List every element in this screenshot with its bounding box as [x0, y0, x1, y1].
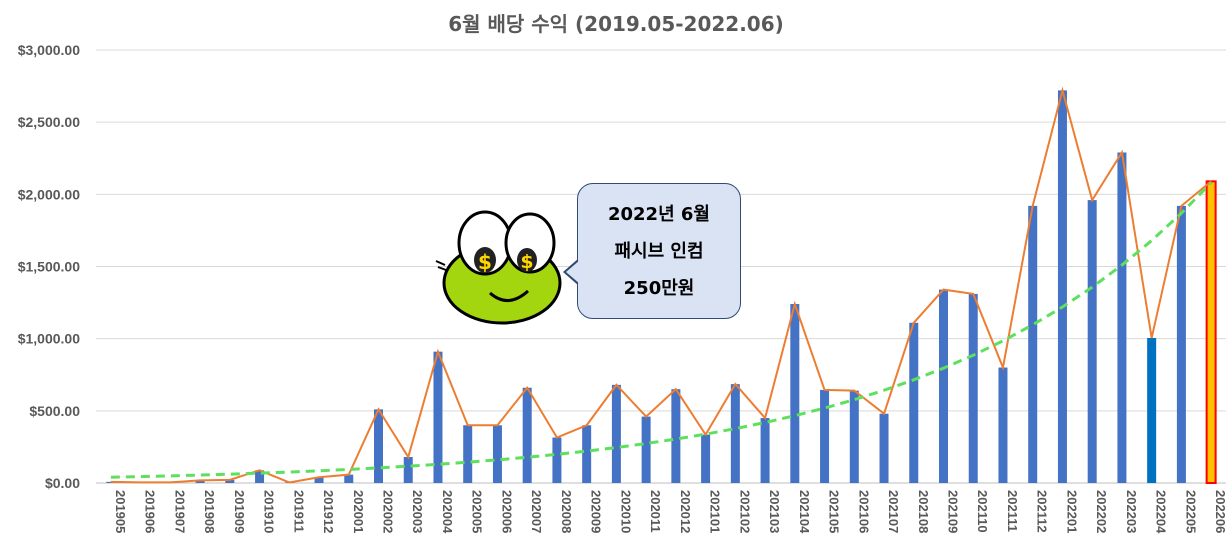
x-tick-label: 201910: [262, 490, 277, 533]
x-tick-label: 201911: [291, 490, 306, 533]
y-tick-label: $1,500.00: [18, 259, 80, 275]
callout-line-label: 패시브 인컴: [614, 240, 704, 262]
x-tick-label: 202206: [1213, 490, 1228, 533]
bar: [611, 384, 621, 483]
svg-text:$: $: [520, 251, 533, 273]
x-tick-label: 202103: [767, 490, 782, 533]
x-tick-label: 202001: [351, 490, 366, 533]
callout-line-amount: 250만원: [623, 277, 695, 299]
bar: [1147, 337, 1157, 483]
bar: [403, 457, 413, 483]
bar: [1087, 200, 1097, 483]
x-tick-label: 202101: [708, 490, 723, 533]
line-series: [110, 86, 1212, 484]
y-tick-label: $500.00: [29, 403, 80, 419]
bar: [760, 418, 770, 483]
callout-tail-fill: [566, 260, 580, 284]
x-tick-label: 202002: [381, 490, 396, 533]
line-path: [110, 86, 1212, 484]
y-tick-label: $1,000.00: [18, 331, 80, 347]
bar: [849, 390, 859, 483]
bar: [1028, 205, 1038, 483]
bar: [374, 409, 383, 483]
bar: [968, 293, 978, 483]
x-tick-label: 202104: [797, 490, 812, 534]
x-tick-label: 202110: [975, 490, 990, 533]
bar: [1057, 90, 1067, 483]
bar: [671, 389, 681, 483]
bar: [195, 480, 205, 483]
y-axis-ticks: $0.00 $500.00 $1,000.00 $1,500.00 $2,000.00 $…: [18, 42, 81, 491]
x-tick-label: 202012: [678, 490, 693, 533]
x-tick-label: 202204: [1154, 490, 1169, 534]
x-tick-label: 202107: [886, 490, 901, 533]
bar: [433, 351, 443, 483]
bar: [701, 434, 711, 483]
bar: [1205, 180, 1217, 485]
frog-mascot-icon: $ $: [435, 210, 562, 325]
x-tick-label: 202007: [529, 490, 544, 533]
bar: [582, 425, 592, 483]
y-tick-label: $2,000.00: [18, 186, 80, 202]
x-tick-label: 202202: [1094, 490, 1109, 533]
x-axis-ticks: 201905 201906 201907 201908 201909 201910 2019…: [113, 490, 1228, 534]
callout-line-date: 2022년 6월: [607, 203, 710, 225]
grid-lines: [96, 49, 1226, 484]
x-tick-label: 202203: [1124, 490, 1139, 533]
bar: [463, 425, 473, 483]
x-tick-label: 201912: [321, 490, 336, 533]
x-tick-label: 202108: [916, 490, 931, 533]
bar: [998, 367, 1008, 483]
bar: [730, 384, 740, 483]
bar: [225, 479, 235, 483]
y-tick-label: $2,500.00: [18, 114, 80, 130]
bar: [492, 425, 502, 483]
x-tick-label: 202205: [1183, 490, 1198, 533]
bar: [641, 416, 651, 483]
bar: [344, 474, 354, 483]
x-tick-label: 201908: [202, 490, 217, 533]
bar: [255, 470, 265, 483]
x-tick-label: 202008: [559, 490, 574, 533]
bar: [909, 322, 919, 483]
chart-title: 6월 배당 수익 (2019.05-2022.06): [448, 12, 784, 36]
x-tick-label: 201909: [232, 490, 247, 533]
y-tick-label: $3,000.00: [18, 42, 80, 58]
trendline: [110, 181, 1213, 479]
bar: [314, 477, 324, 483]
bar: [820, 389, 830, 483]
x-tick-label: 202105: [827, 490, 842, 533]
x-tick-label: 201907: [172, 490, 187, 533]
bar: [1176, 205, 1186, 483]
x-tick-label: 202004: [440, 490, 455, 534]
x-tick-label: 202112: [1035, 490, 1050, 533]
x-tick-label: 201905: [113, 490, 128, 533]
x-tick-label: 202109: [946, 490, 961, 533]
x-tick-label: 202010: [618, 490, 633, 533]
bar: [552, 437, 562, 483]
bar: [939, 289, 948, 483]
x-tick-label: 202201: [1064, 490, 1079, 533]
bar: [1117, 152, 1127, 483]
x-tick-label: 202106: [856, 490, 871, 533]
callout-bubble: 2022년 6월 패시브 인컴 250만원: [577, 183, 741, 319]
bar: [790, 304, 800, 483]
trendline-path: [110, 181, 1213, 479]
x-tick-label: 202006: [499, 490, 514, 533]
x-tick-label: 202111: [1005, 490, 1020, 532]
bar: [522, 387, 532, 483]
svg-text:$: $: [478, 250, 492, 274]
y-tick-label: $0.00: [45, 475, 80, 491]
x-tick-label: 202011: [648, 490, 663, 533]
x-tick-label: 202005: [470, 490, 485, 533]
bar: [879, 413, 889, 483]
x-tick-label: 202102: [737, 490, 752, 533]
x-tick-label: 202003: [410, 490, 425, 533]
x-tick-label: 202009: [589, 490, 604, 533]
x-tick-label: 201906: [143, 490, 158, 533]
